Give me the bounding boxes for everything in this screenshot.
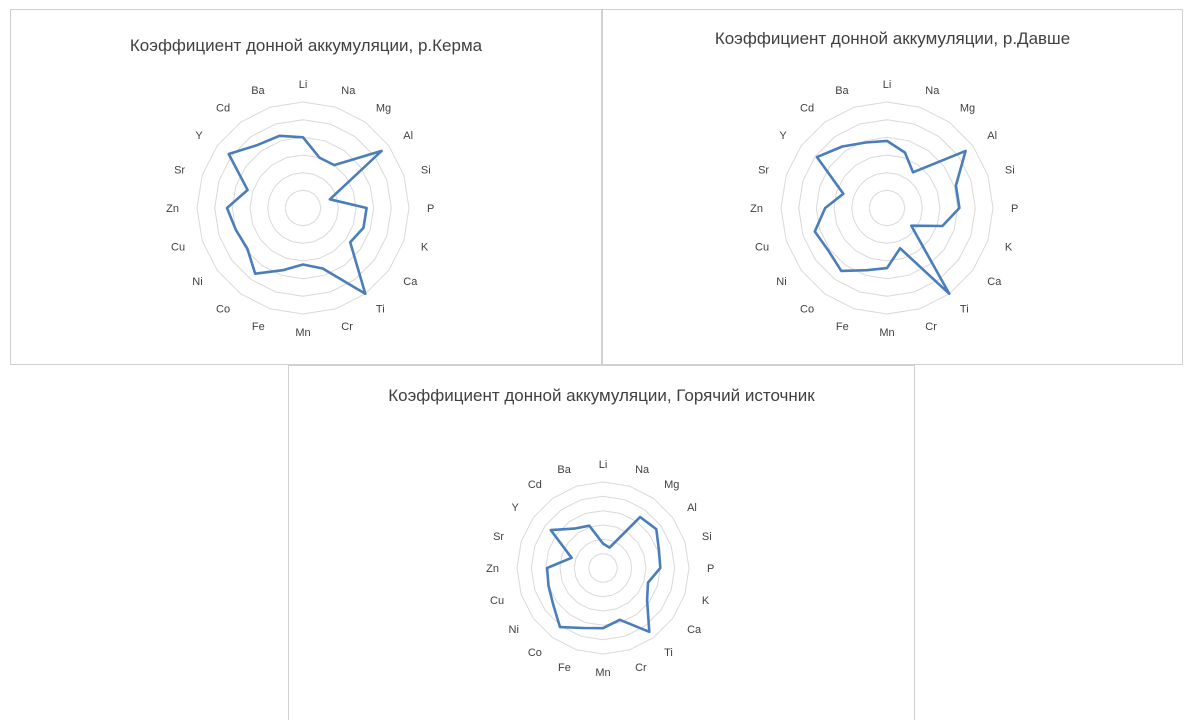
radar-plot: Li Na Mg Al Si P K Ca Ti Cr Mn Fe Co Ni Cu Zn Sr Y Cd Ba xyxy=(486,459,714,679)
radar-chart-davshe: Коэффициент донной аккумуляции, р.Давше … xyxy=(602,9,1183,365)
category-label-ba: Ba xyxy=(835,85,849,97)
category-label-ca: Ca xyxy=(987,276,1002,288)
series-line xyxy=(545,515,662,634)
category-label-y: Y xyxy=(195,130,203,142)
category-label-zn: Zn xyxy=(166,203,179,215)
category-label-na: Na xyxy=(925,85,940,97)
chart-title: Коэффициент донной аккумуляции, р.Давше xyxy=(714,29,1071,48)
category-label-k: K xyxy=(1005,241,1013,253)
category-label-cd: Cd xyxy=(800,103,814,115)
category-label-cr: Cr xyxy=(341,321,353,333)
category-label-p: P xyxy=(1011,203,1018,215)
category-label-cu: Cu xyxy=(755,241,769,253)
category-label-li: Li xyxy=(599,459,608,471)
category-label-k: K xyxy=(702,595,710,607)
category-label-sr: Sr xyxy=(758,165,769,177)
category-label-zn: Zn xyxy=(750,203,763,215)
category-label-cu: Cu xyxy=(171,241,185,253)
category-label-fe: Fe xyxy=(558,662,571,674)
category-label-al: Al xyxy=(987,130,997,142)
grid-ring xyxy=(588,553,618,583)
category-label-y: Y xyxy=(779,130,787,142)
grid-ring xyxy=(284,189,322,227)
category-label-k: K xyxy=(421,241,429,253)
category-label-ti: Ti xyxy=(664,647,673,659)
category-label-ti: Ti xyxy=(376,303,385,315)
category-label-li: Li xyxy=(883,79,892,91)
grid-ring xyxy=(780,101,994,315)
grid-ring xyxy=(851,172,923,244)
category-label-mn: Mn xyxy=(879,327,894,339)
category-label-co: Co xyxy=(800,303,814,315)
grid-ring xyxy=(196,101,410,315)
grid-ring xyxy=(249,154,357,262)
category-label-ba: Ba xyxy=(557,464,571,476)
grid-ring xyxy=(530,495,676,641)
category-label-si: Si xyxy=(702,531,712,543)
category-label-ni: Ni xyxy=(509,624,519,636)
category-label-sr: Sr xyxy=(493,531,504,543)
grid-ring xyxy=(868,189,906,227)
category-label-p: P xyxy=(707,563,714,575)
grid-ring xyxy=(559,524,647,612)
category-label-mn: Mn xyxy=(295,327,310,339)
category-label-si: Si xyxy=(1005,165,1015,177)
category-label-cr: Cr xyxy=(925,321,937,333)
category-label-li: Li xyxy=(299,79,308,91)
category-label-fe: Fe xyxy=(836,321,849,333)
category-label-ca: Ca xyxy=(687,624,702,636)
category-label-cd: Cd xyxy=(216,103,230,115)
grid-ring xyxy=(815,136,959,280)
category-label-si: Si xyxy=(421,165,431,177)
series-line xyxy=(225,134,383,296)
radar-chart-hot-spring: Коэффициент донной аккумуляции, Горячий … xyxy=(288,365,915,720)
category-label-cu: Cu xyxy=(490,595,504,607)
grid-ring xyxy=(267,172,339,244)
grid-ring xyxy=(545,510,661,626)
category-label-ni: Ni xyxy=(776,276,786,288)
category-label-na: Na xyxy=(341,85,356,97)
grid-ring xyxy=(214,119,392,297)
category-label-al: Al xyxy=(687,502,697,514)
category-label-y: Y xyxy=(512,502,520,514)
category-label-mg: Mg xyxy=(376,103,391,115)
category-label-ni: Ni xyxy=(192,276,202,288)
grid-ring xyxy=(231,136,375,280)
category-label-ti: Ti xyxy=(960,303,969,315)
chart-title: Коэффициент донной аккумуляции, Горячий … xyxy=(388,386,815,405)
category-label-cr: Cr xyxy=(635,662,647,674)
category-label-mg: Mg xyxy=(960,103,975,115)
category-label-cd: Cd xyxy=(528,479,542,491)
category-label-fe: Fe xyxy=(252,321,265,333)
grid-ring xyxy=(833,154,941,262)
category-label-na: Na xyxy=(635,464,650,476)
category-label-co: Co xyxy=(528,647,542,659)
category-label-zn: Zn xyxy=(486,563,499,575)
grid-ring xyxy=(516,481,690,655)
category-label-mg: Mg xyxy=(664,479,679,491)
category-label-ca: Ca xyxy=(403,276,418,288)
category-label-mn: Mn xyxy=(595,667,610,679)
category-label-co: Co xyxy=(216,303,230,315)
category-label-al: Al xyxy=(403,130,413,142)
category-label-sr: Sr xyxy=(174,165,185,177)
category-label-p: P xyxy=(427,203,434,215)
radar-chart-kerma: Коэффициент донной аккумуляции, р.Керма … xyxy=(10,9,602,365)
chart-title: Коэффициент донной аккумуляции, р.Керма xyxy=(129,36,483,55)
category-label-ba: Ba xyxy=(251,85,265,97)
series-line xyxy=(813,139,967,296)
grid-ring xyxy=(573,538,633,598)
radar-plot: Li Na Mg Al Si P K Ca Ti Cr Mn Fe Co Ni Cu Zn Sr Y Cd Ba xyxy=(750,79,1018,339)
radar-plot: Li Na Mg Al Si P K Ca Ti Cr Mn Fe Co Ni Cu Zn Sr Y Cd Ba xyxy=(166,79,434,339)
